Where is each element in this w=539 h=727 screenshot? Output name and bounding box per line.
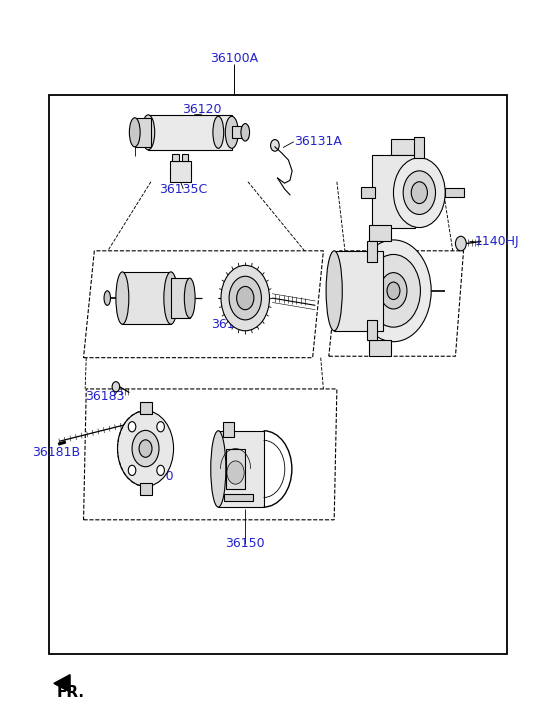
Circle shape (157, 465, 164, 475)
Text: 36140E: 36140E (211, 318, 258, 332)
Circle shape (237, 286, 254, 310)
Circle shape (271, 140, 279, 151)
Bar (122, 272, 171, 324)
Bar (361, 187, 375, 198)
Ellipse shape (116, 272, 129, 324)
Ellipse shape (129, 118, 140, 147)
Circle shape (221, 265, 270, 331)
Bar (172, 154, 179, 161)
Bar (182, 154, 188, 161)
Circle shape (112, 382, 120, 392)
Circle shape (455, 236, 466, 251)
Ellipse shape (142, 115, 155, 150)
Bar (218, 430, 264, 507)
Bar (391, 139, 418, 155)
Ellipse shape (104, 291, 110, 305)
Circle shape (128, 422, 136, 432)
Ellipse shape (211, 430, 226, 507)
Ellipse shape (164, 272, 178, 324)
Circle shape (387, 282, 400, 300)
Bar (140, 483, 152, 495)
Text: 36183: 36183 (85, 390, 125, 403)
Text: 36146A: 36146A (119, 300, 167, 313)
Circle shape (227, 461, 244, 484)
Bar (367, 241, 377, 262)
Ellipse shape (225, 116, 238, 148)
Circle shape (132, 430, 159, 467)
Circle shape (367, 254, 420, 327)
Bar (372, 155, 415, 228)
Text: 36135C: 36135C (159, 182, 208, 196)
Circle shape (139, 440, 152, 457)
Bar (224, 494, 253, 502)
Bar (223, 422, 234, 436)
Bar (369, 340, 391, 356)
Text: 36170: 36170 (134, 470, 174, 483)
Bar (334, 251, 383, 331)
Bar (367, 320, 377, 340)
Text: FR.: FR. (57, 685, 85, 699)
Text: 36150: 36150 (225, 537, 265, 550)
Text: 36100A: 36100A (210, 52, 259, 65)
Circle shape (380, 273, 407, 309)
Ellipse shape (184, 278, 195, 318)
Ellipse shape (326, 251, 342, 331)
Bar (170, 161, 191, 182)
Bar (148, 115, 232, 150)
Circle shape (128, 465, 136, 475)
Circle shape (411, 182, 427, 204)
Circle shape (356, 240, 431, 342)
Bar (445, 188, 464, 197)
Bar (135, 118, 151, 147)
Bar (171, 278, 190, 318)
Text: 36131A: 36131A (294, 135, 342, 148)
Text: 36110: 36110 (375, 299, 414, 312)
Bar (49, 95, 507, 654)
Text: 36120: 36120 (182, 103, 222, 116)
Circle shape (118, 411, 174, 486)
Circle shape (229, 276, 261, 320)
Ellipse shape (241, 124, 250, 141)
Circle shape (393, 158, 445, 228)
Text: 1140HJ: 1140HJ (474, 235, 519, 248)
Bar (369, 225, 391, 241)
Bar (414, 137, 424, 158)
Ellipse shape (213, 116, 224, 148)
Text: 36114E: 36114E (393, 179, 441, 192)
Bar (140, 402, 152, 414)
Bar (232, 126, 248, 138)
Bar (226, 449, 245, 489)
Circle shape (157, 422, 164, 432)
Text: 36181B: 36181B (32, 446, 81, 459)
Circle shape (403, 171, 436, 214)
Polygon shape (54, 675, 70, 692)
